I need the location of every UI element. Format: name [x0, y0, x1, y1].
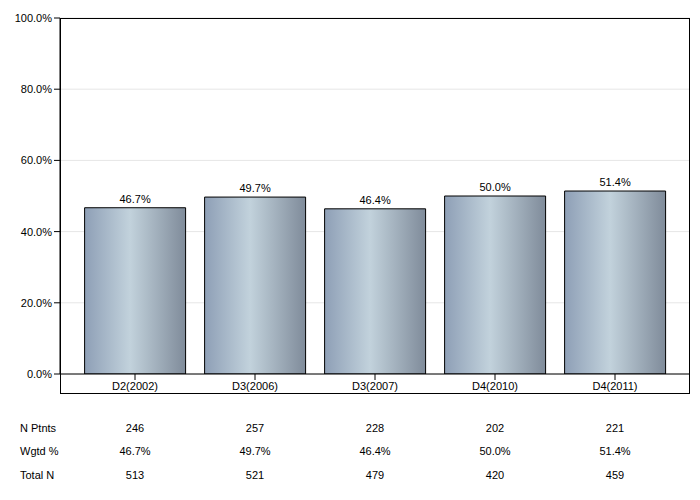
svg-text:D4(2010): D4(2010): [472, 380, 518, 392]
svg-text:D4(2011): D4(2011): [592, 380, 637, 392]
svg-text:40.0%: 40.0%: [21, 226, 52, 238]
html-text:51.4%: 51.4%: [599, 445, 631, 457]
html-text:513: 513: [125, 469, 145, 481]
html-text:420: 420: [485, 469, 505, 481]
svg-text:100.0%: 100.0%: [15, 12, 53, 24]
svg-text:20.0%: 20.0%: [21, 297, 52, 309]
html-text:46.4%: 46.4%: [359, 445, 391, 457]
svg-text:49.7%: 49.7%: [239, 182, 270, 194]
html-text:221: 221: [605, 422, 625, 434]
svg-text:D3(2006): D3(2006): [232, 380, 278, 392]
html-text:521: 521: [245, 469, 265, 481]
html-text:459: 459: [605, 469, 625, 481]
html-text:Total N: Total N: [20, 469, 55, 481]
svg-text:D3(2007): D3(2007): [352, 380, 398, 392]
svg-text:50.0%: 50.0%: [479, 181, 510, 193]
html-text:46.7%: 46.7%: [119, 445, 151, 457]
html-text:479: 479: [365, 469, 385, 481]
svg-text:60.0%: 60.0%: [21, 154, 52, 166]
html-text:257: 257: [245, 422, 265, 434]
svg-text:80.0%: 80.0%: [21, 83, 52, 95]
html-text:N Ptnts: N Ptnts: [20, 422, 57, 434]
svg-text:46.4%: 46.4%: [359, 194, 390, 206]
svg-text:D2(2002): D2(2002): [112, 380, 158, 392]
html-text:49.7%: 49.7%: [239, 445, 271, 457]
html-text:202: 202: [485, 422, 505, 434]
svg-text:0.0%: 0.0%: [27, 368, 52, 380]
html-text:228: 228: [365, 422, 385, 434]
svg-text:46.7%: 46.7%: [119, 193, 150, 205]
html-text:246: 246: [125, 422, 145, 434]
svg-text:51.4%: 51.4%: [599, 176, 630, 188]
html-text:50.0%: 50.0%: [479, 445, 511, 457]
html-text:Wgtd %: Wgtd %: [20, 445, 59, 457]
